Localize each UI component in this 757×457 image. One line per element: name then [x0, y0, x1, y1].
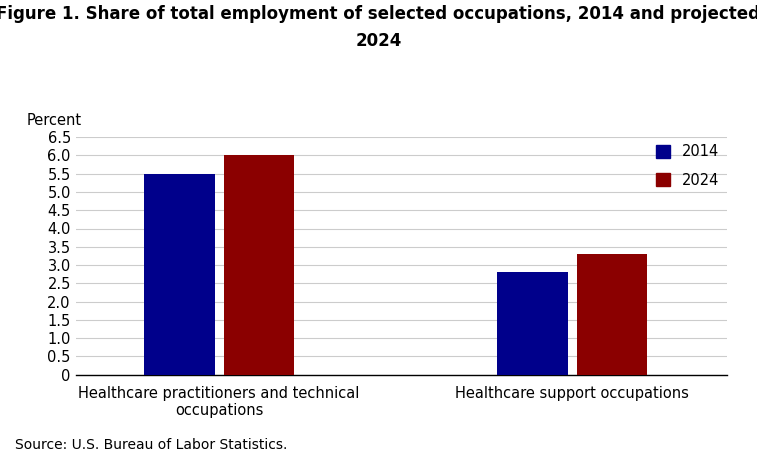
Text: 2024: 2024	[355, 32, 402, 50]
Bar	[577, 254, 647, 375]
Text: Percent: Percent	[26, 113, 82, 128]
Bar	[223, 155, 294, 375]
Text: Figure 1. Share of total employment of selected occupations, 2014 and projected: Figure 1. Share of total employment of s…	[0, 5, 757, 22]
Text: Source: U.S. Bureau of Labor Statistics.: Source: U.S. Bureau of Labor Statistics.	[15, 438, 288, 452]
Bar	[144, 174, 215, 375]
Bar	[497, 272, 568, 375]
Legend: 2014, 2024: 2014, 2024	[656, 144, 719, 187]
